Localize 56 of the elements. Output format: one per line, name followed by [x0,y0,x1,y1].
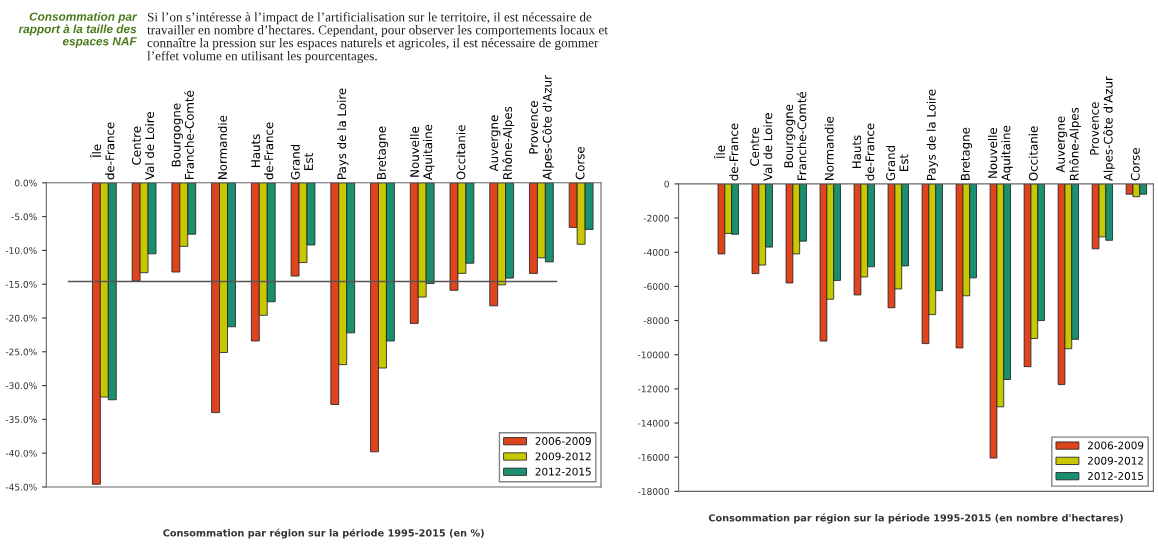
y-tick-label: -40.0% [5,449,37,457]
x-tick-label: Corse [575,146,585,180]
y-tick-label: -18000 [638,488,669,495]
x-tick-label: Bourgogne Franche-Comté [171,90,194,179]
y-tick-label: -14000 [638,419,669,427]
y-tick-label: -12000 [638,385,669,393]
x-tick-label: Corse [1130,148,1140,181]
x-tick-label: Bretagne [960,127,973,180]
y-tick-label: -45.0% [5,483,37,491]
x-tick-label: Centre Val de Loire [750,113,773,182]
y-tick-label: -2000 [643,214,669,222]
x-tick-label: Hauts de-France [852,123,875,181]
y-tick-label: -35.0% [5,416,37,423]
y-tick-label: -25.0% [5,348,37,356]
x-axis-title: Consommation par région sur la période 1995-2015 (en %) [163,528,484,539]
y-tick-label: 0.0% [14,179,37,187]
x-tick-label: Provence Alpes-Côte d'Azur [1090,76,1115,182]
chart-subtitle: Si l’on s’intéresse à l’impact de l’artificialisation sur le territoire, il est nécessaire de travailler en nombre d’hectares. Cependant, pour observer les comportements locaux et connaître la pression sur les espaces naturels et agricoles, il est nécessaire de gommer l’effet volume en utilisant les pourcentages. [147,12,608,64]
x-tick-label: Bourgogne Franche-Comté [784,91,807,180]
y-tick-label: -8000 [643,317,669,325]
legend-label: 2009-2012 [535,452,591,461]
y-tick-label: -10.0% [5,247,37,254]
x-tick-label: Hauts de-France [251,122,274,180]
y-tick-label: -30.0% [5,382,37,390]
y-tick-label: -5.0% [11,213,37,221]
y-tick-label: -4000 [643,248,669,256]
legend-label: 2006-2009 [535,437,591,445]
x-tick-label: Normandie [824,116,834,180]
x-tick-label: Nouvelle Aquitaine [409,124,435,180]
x-tick-label: Occitanie [1028,126,1038,181]
x-tick-label: Île de-France [713,123,739,181]
x-tick-label: Auvergne Rhône-Alpes [489,106,515,179]
y-tick-label: -15.0% [5,280,37,288]
y-tick-label: -16000 [638,453,669,461]
legend-label: 2006-2009 [1087,441,1144,450]
y-tick-label: 0 [664,180,669,188]
x-tick-label: Île de-France [90,122,115,180]
x-tick-label: Pays de la Loire [926,89,939,180]
legend-label: 2012-2015 [1087,472,1144,480]
x-tick-label: Grand Est [290,144,314,180]
x-tick-label: Nouvelle Aquitaine [988,125,1013,182]
legend-label: 2012-2015 [535,467,591,476]
x-tick-label: Provence Alpes-Côte d'Azur [529,75,555,180]
x-tick-label: Centre Val de Loire [131,112,155,180]
x-tick-label: Bretagne [377,126,389,179]
x-tick-label: Normandie [217,115,227,179]
x-tick-label: Occitanie [456,125,466,180]
y-tick-label: -10000 [638,351,669,359]
x-axis-title: Consommation par région sur la période 1995-2015 (en nombre d'hectares) [708,513,1123,524]
x-tick-label: Grand Est [885,146,909,181]
legend-label: 2009-2012 [1087,456,1143,465]
x-tick-label: Auvergne Rhône-Alpes [1056,107,1081,180]
x-tick-label: Pays de la Loire [337,88,349,179]
chart-title: Consommation par rapport à la taille des espaces NAF [18,12,138,48]
y-tick-label: -20.0% [5,314,37,322]
y-tick-label: -6000 [643,283,669,290]
